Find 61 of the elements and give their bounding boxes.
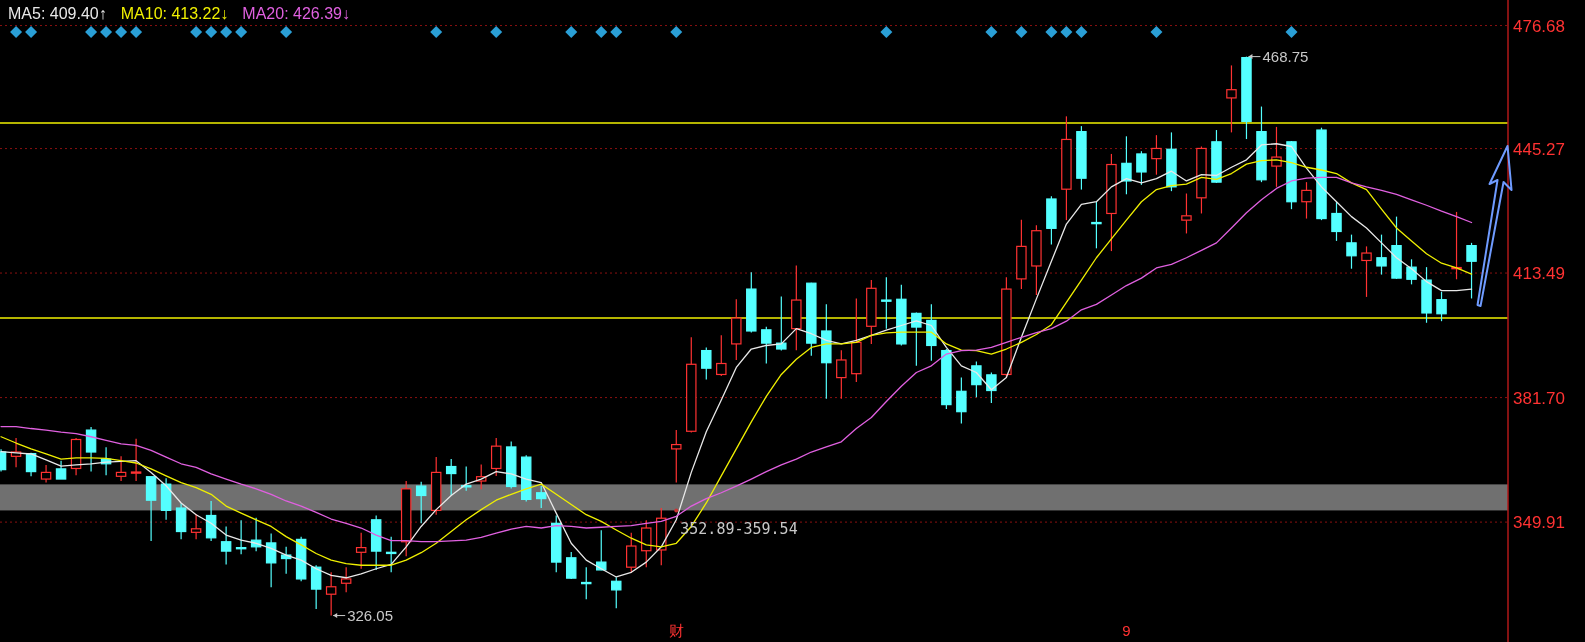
candlestick: [1406, 258, 1417, 285]
candlestick: [956, 377, 967, 425]
candlestick: [310, 564, 322, 610]
y-tick-label: 413.49: [1513, 264, 1565, 284]
y-tick-label: 476.68: [1513, 16, 1565, 36]
candlestick: [340, 566, 352, 593]
y-tick-label: 349.91: [1513, 513, 1565, 533]
candlestick: [535, 485, 547, 509]
candlestick: [1091, 201, 1102, 249]
candlestick: [596, 529, 607, 571]
candlestick: [1121, 135, 1132, 195]
candlestick: [671, 429, 682, 484]
candlestick: [55, 460, 67, 480]
candlestick: [836, 349, 847, 400]
candlestick: [701, 346, 712, 381]
candlestick: [220, 525, 232, 566]
candlestick: [190, 513, 202, 540]
text: MA10: 413.22↓: [120, 5, 229, 22]
candlestick: [1361, 245, 1372, 298]
candlestick: [986, 371, 997, 404]
candlestick: [445, 458, 457, 497]
y-tick-label: 381.70: [1513, 388, 1565, 408]
candlestick: [716, 334, 727, 377]
candlestick: [490, 437, 502, 477]
candlestick: [1331, 201, 1342, 242]
text: MA5: 409.40↑: [8, 5, 107, 22]
candlestick: [415, 481, 427, 524]
candlestick: [460, 465, 472, 492]
text: MA20: 426.39↓: [242, 5, 350, 22]
candlestick: [641, 519, 652, 568]
y-tick-label: 445.27: [1513, 139, 1565, 159]
candlestick: [130, 438, 142, 482]
candlestick: [1346, 234, 1357, 270]
candlestick: [1271, 126, 1282, 188]
candlestick: [580, 566, 592, 600]
candlestick: [1181, 192, 1192, 235]
candlestick: [115, 455, 127, 482]
candlestick: [565, 551, 577, 580]
candlestick: [611, 576, 622, 609]
annotation: 468.75: [1262, 47, 1309, 65]
candlestick: [1301, 181, 1312, 220]
candlestick: [1376, 234, 1387, 276]
candlestick: [265, 532, 277, 588]
x-tick-label: 9: [1122, 622, 1131, 639]
candlestick: [355, 532, 367, 570]
candlestick: [40, 464, 52, 484]
x-tick-label: 财: [668, 622, 684, 639]
candlestick: [1226, 64, 1237, 133]
candlestick: [776, 295, 787, 352]
candlestick: [1136, 150, 1147, 186]
candlestick: [1436, 291, 1447, 322]
candlestick: [1466, 242, 1477, 300]
candlestick: [971, 360, 982, 398]
candlestick: [175, 502, 187, 540]
candlestick: [1151, 134, 1162, 176]
candlestick: [761, 326, 772, 365]
candlestick: [881, 276, 892, 330]
candlestick: [85, 426, 97, 473]
candlestick: [626, 532, 637, 574]
annotation: 326.05: [347, 606, 394, 624]
candlestick: [145, 476, 157, 542]
